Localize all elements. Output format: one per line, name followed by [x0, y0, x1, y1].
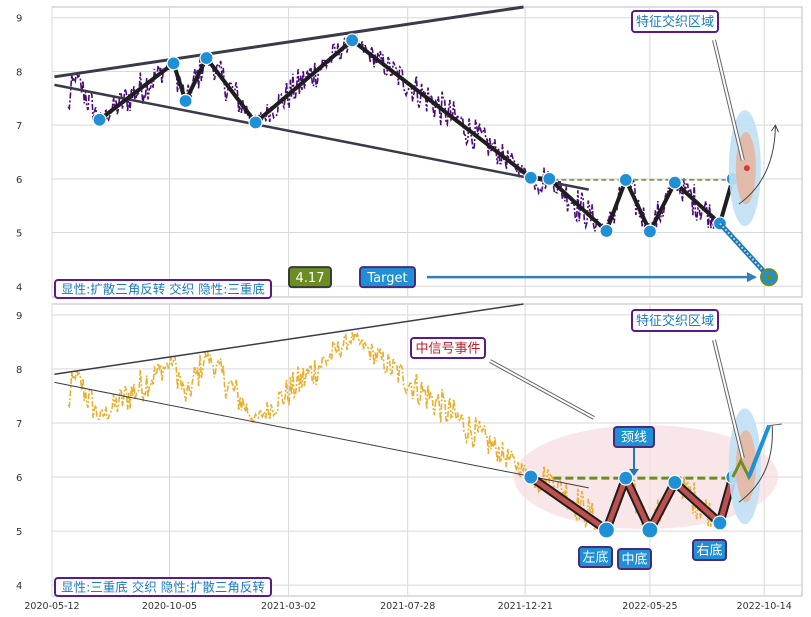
bottom-trend-lines — [54, 303, 737, 489]
top-y-axis: 4 5 6 7 8 9 — [16, 14, 22, 294]
x-tick-label: 2021-03-02 — [261, 601, 316, 612]
lower-trend-line — [54, 381, 589, 489]
pivot-point — [597, 521, 616, 539]
event-label: 中信号事件 — [415, 342, 480, 357]
pivot-point — [667, 175, 682, 190]
x-tick-label: 2022-10-14 — [737, 601, 792, 612]
pivot-point — [642, 224, 658, 239]
y-tick-label: 4 — [16, 581, 22, 592]
pivot-point — [523, 170, 538, 185]
target-arrow-head — [747, 272, 758, 283]
x-tick-label: 2020-05-12 — [24, 601, 79, 612]
pivot-point — [92, 112, 107, 127]
y-tick-label: 7 — [16, 419, 22, 430]
top-interweave-title-box — [631, 10, 719, 33]
y-tick-label: 6 — [16, 473, 22, 484]
bottom-interweave-title-box — [631, 309, 719, 332]
breakout-target-line — [747, 424, 771, 478]
pivot-point — [618, 172, 633, 188]
top-caption: 显性:扩散三角反转 交织 隐性:三重底 — [61, 282, 265, 297]
right-bottom-label: 右底 — [696, 543, 722, 559]
target-label-box — [359, 266, 416, 289]
middle-bottom-label-box — [617, 548, 652, 570]
target-value-label-box — [288, 266, 332, 289]
y-tick-label: 5 — [16, 229, 22, 240]
pivot-point — [542, 171, 557, 186]
upper-trend-line — [54, 303, 524, 376]
y-tick-label: 8 — [16, 365, 22, 376]
left-bottom-label: 左底 — [582, 550, 608, 566]
neckline-label-box — [613, 426, 655, 448]
event-arrow — [489, 360, 595, 419]
callout-arrow — [713, 339, 744, 459]
pivot-point — [523, 469, 539, 485]
bottom-caption-box — [54, 577, 272, 597]
bottom-interweave-title: 特征交织区域 — [636, 313, 714, 329]
x-tick-label: 2021-12-21 — [498, 601, 553, 612]
top-caption-box — [54, 279, 272, 299]
x-axis: 2020-05-12 2020-10-05 2021-03-02 2021-07-28… — [24, 601, 791, 612]
interweave-center — [743, 165, 750, 172]
right-bottom-label-box — [692, 539, 727, 561]
bottom-grid — [51, 304, 802, 596]
pivot-point — [667, 474, 683, 491]
top-zigzag — [92, 33, 740, 239]
y-tick-label: 9 — [16, 311, 22, 322]
pivot-point — [345, 33, 360, 48]
pivot-point — [618, 470, 634, 486]
upper-trend-line — [54, 5, 524, 79]
top-interweave-title: 特征交织区域 — [636, 14, 714, 30]
target-level-line — [768, 423, 783, 427]
pivot-point — [248, 115, 263, 130]
neckline-pointer-head — [629, 468, 639, 476]
curve-arrow-head — [771, 124, 779, 133]
price-line — [67, 34, 719, 240]
y-tick-label: 6 — [16, 175, 22, 186]
x-tick-label: 2021-07-28 — [380, 601, 435, 612]
callout-arrow — [713, 39, 744, 161]
pivot-point — [599, 223, 614, 239]
target-label: Target — [366, 271, 407, 286]
y-tick-label: 5 — [16, 527, 22, 538]
projection-line-inner — [719, 222, 770, 278]
pivot-point — [166, 56, 181, 71]
middle-bottom-label: 中底 — [621, 552, 647, 568]
lower-trend-line — [54, 83, 589, 191]
x-tick-label: 2020-10-05 — [142, 601, 197, 612]
y-tick-label: 8 — [16, 67, 22, 78]
y-tick-label: 4 — [16, 282, 22, 293]
target-value-label: 4.17 — [296, 271, 325, 286]
y-tick-label: 9 — [16, 14, 22, 25]
bottom-caption: 显性:三重底 交织 隐性:扩散三角反转 — [61, 580, 265, 595]
pivot-point — [199, 50, 214, 66]
top-price-series — [67, 34, 719, 240]
top-trend-lines — [54, 5, 737, 191]
pivot-point — [178, 93, 193, 109]
target-point-core — [766, 274, 773, 281]
top-plot-frame — [51, 6, 803, 298]
y-tick-label: 7 — [16, 121, 22, 132]
bottom-y-axis: 4 5 6 7 8 9 — [16, 311, 22, 592]
pivot-point — [712, 515, 728, 531]
left-bottom-label-box — [578, 546, 613, 568]
pivot-point — [641, 521, 659, 539]
neckline-label: 颈线 — [621, 431, 647, 446]
curve-arrow — [738, 125, 776, 205]
top-grid — [51, 7, 802, 297]
x-tick-label: 2022-05-25 — [622, 601, 677, 612]
curve-arrow — [738, 425, 773, 503]
event-label-box — [410, 337, 486, 359]
zigzag-line — [98, 38, 735, 234]
